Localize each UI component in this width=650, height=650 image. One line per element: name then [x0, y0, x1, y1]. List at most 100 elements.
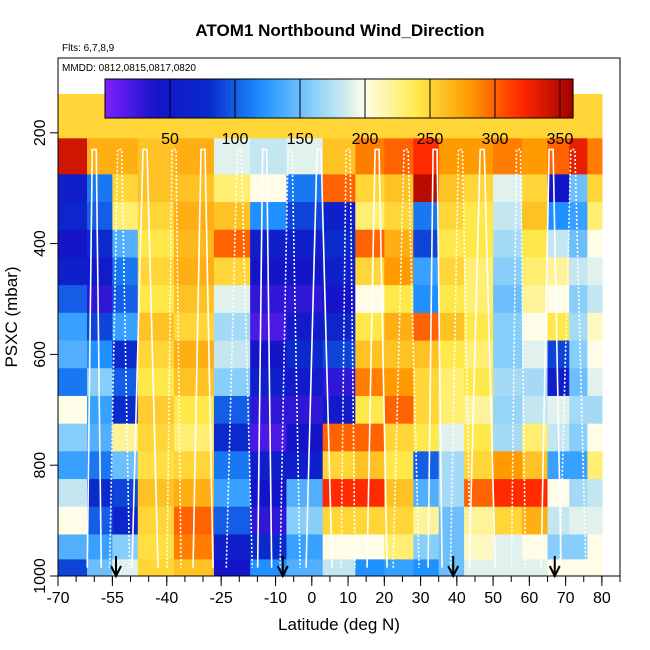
heatmap-cell: [355, 340, 385, 369]
colorbar-segment: [397, 79, 402, 118]
heatmap-cell: [464, 138, 494, 175]
x-tick-label: 50: [484, 590, 502, 607]
heatmap-cell: [355, 559, 385, 576]
colorbar-segment: [253, 79, 258, 118]
heatmap-cell: [522, 534, 549, 560]
heatmap-cell: [137, 257, 175, 286]
heatmap-cell: [58, 285, 88, 314]
heatmap-cell: [493, 340, 523, 369]
colorbar-segment: [237, 79, 243, 118]
heatmap-cell: [213, 423, 251, 452]
heatmap-cell: [569, 395, 588, 425]
heatmap-cell: [522, 559, 549, 576]
heatmap-cell: [87, 340, 113, 369]
colorbar-segment: [475, 79, 480, 118]
heatmap-cell: [322, 506, 356, 536]
heatmap-cell: [250, 138, 288, 175]
heatmap-cell: [174, 395, 215, 425]
heatmap-cell: [438, 257, 465, 286]
colorbar-segment: [327, 79, 332, 118]
x-tick-label: 30: [412, 590, 430, 607]
heatmap-cell: [547, 202, 570, 231]
colorbar-segment: [225, 79, 231, 118]
dates-annotation: MMDD: 0812,0815,0817,0820: [62, 63, 196, 74]
colorbar-segment: [553, 79, 558, 118]
heatmap-cell: [322, 479, 356, 508]
colorbar-segment: [569, 79, 574, 118]
colorbar-segment: [537, 79, 543, 118]
heatmap-cell: [58, 451, 88, 480]
heatmap-cell: [547, 229, 570, 259]
colorbar-segment: [471, 79, 477, 118]
heatmap-cell: [438, 174, 465, 203]
colorbar-segment: [393, 79, 399, 118]
x-tick-label: 60: [520, 590, 538, 607]
colorbar-frame: [104, 78, 574, 119]
heatmap-cell: [384, 202, 414, 231]
heatmap-cell: [87, 534, 113, 560]
heatmap-cell: [286, 312, 324, 342]
heatmap-cell: [174, 559, 215, 576]
heatmap-cell: [58, 395, 88, 425]
heatmap-cell: [413, 202, 440, 231]
colorbar-segment: [413, 79, 418, 118]
colorbar-segment: [261, 79, 266, 118]
heatmap-cell: [137, 340, 175, 369]
x-tick-label: -10: [264, 590, 287, 607]
heatmap-cell: [322, 534, 356, 560]
colorbar-segment: [108, 79, 114, 118]
colorbar-tick-label: 100: [222, 131, 249, 148]
heatmap-cell: [58, 229, 88, 259]
heatmap-cell: [384, 138, 414, 175]
heatmap-cell: [286, 229, 324, 259]
heatmap-cell: [250, 423, 288, 452]
colorbar-segment: [456, 79, 461, 118]
colorbar-tick-label: 50: [161, 131, 179, 148]
heatmap-cell: [493, 312, 523, 342]
heatmap-cell: [286, 285, 324, 314]
colorbar-segment: [186, 79, 192, 118]
heatmap-cell: [438, 340, 465, 369]
colorbar-segment: [124, 79, 129, 118]
heatmap-cell: [413, 451, 440, 480]
heatmap-cell: [522, 229, 549, 259]
heatmap-cell: [384, 257, 414, 286]
heatmap-cell: [286, 479, 324, 508]
heatmap-cell: [413, 534, 440, 560]
heatmap-cell: [438, 138, 465, 175]
heatmap-cell: [58, 257, 88, 286]
heatmap-cell: [413, 423, 440, 452]
colorbar-segment: [151, 79, 157, 118]
colorbar-segment: [245, 79, 250, 118]
heatmap-cell: [355, 312, 385, 342]
colorbar-segment: [405, 79, 410, 118]
colorbar-segment: [147, 79, 153, 118]
heatmap-cell: [587, 506, 603, 536]
heatmap-cell: [137, 138, 175, 175]
heatmap-cell: [587, 534, 603, 560]
colorbar-segment: [549, 79, 555, 118]
heatmap-cell: [569, 94, 588, 139]
heatmap-cell: [493, 559, 523, 576]
flight-trace: [540, 148, 562, 568]
colorbar-segment: [120, 79, 126, 118]
flight-trace: [468, 148, 497, 568]
heatmap-cell: [213, 229, 251, 259]
colorbar-segment: [218, 79, 223, 118]
heatmap-cell: [587, 479, 603, 508]
heatmap-cell: [286, 257, 324, 286]
colorbar-segment: [350, 79, 356, 118]
heatmap-cell: [522, 451, 549, 480]
heatmap-cell: [493, 229, 523, 259]
heatmap-cell: [587, 559, 603, 576]
colorbar-tick-label: 350: [547, 131, 574, 148]
colorbar-segment: [229, 79, 235, 118]
colorbar-segment: [116, 79, 122, 118]
heatmap-cell: [587, 285, 603, 314]
colorbar-segment: [565, 79, 570, 118]
x-tick-label: -25: [210, 590, 233, 607]
heatmap-cell: [213, 559, 251, 576]
colorbar: [104, 78, 574, 119]
colorbar-segment: [502, 79, 508, 118]
colorbar-segment: [358, 79, 363, 118]
